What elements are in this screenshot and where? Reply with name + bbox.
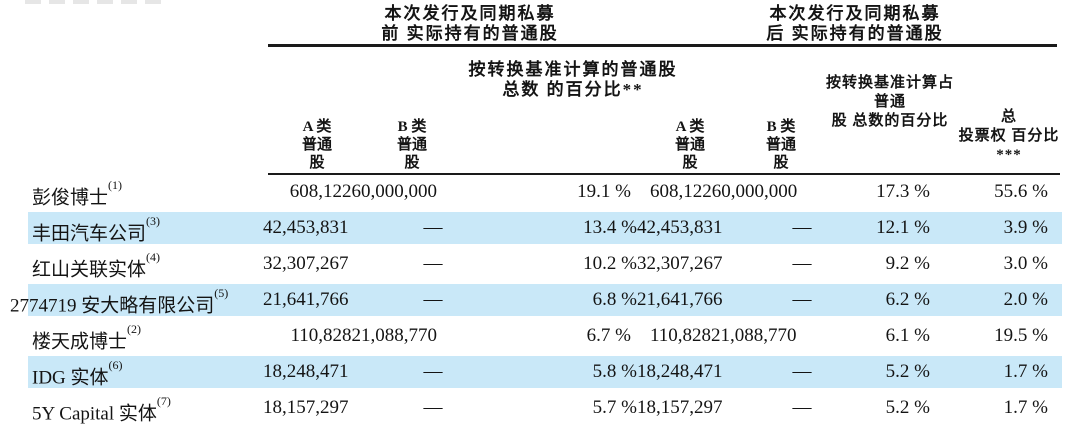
subheader-post-percentage: 按转换基准计算占 普通 股 总数的百分比 (825, 75, 954, 129)
shareholder-name: 红山关联实体(4) (32, 248, 160, 286)
percent-post: 6.1 % (885, 325, 930, 346)
voting-percent: 55.6 % (994, 181, 1048, 202)
shareholder-rows: 彭俊博士(1) 608,12260,000,000 19.1 % 608,122… (0, 176, 1080, 428)
voting-percent: 19.5 % (994, 325, 1048, 346)
footnote-ref: (6) (108, 358, 123, 372)
percent-pre: 13.4 % (583, 217, 637, 238)
shareholder-name-text: IDG 实体 (32, 367, 109, 389)
shareholder-name-text: 彭俊博士 (32, 187, 109, 209)
voting-percent: 1.7 % (1003, 361, 1048, 382)
shares-class-b-post: — (792, 361, 812, 382)
shares-class-a-post: 42,453,831 (637, 217, 723, 238)
shareholder-name-text: 2774719 安大略有限公司 (10, 295, 215, 317)
percent-pre: 5.7 % (592, 397, 637, 418)
column-header-class-b-pre: B 类 普通 股 (396, 119, 427, 171)
shares-class-b-post: — (792, 217, 812, 238)
table-row: 丰田汽车公司(3) 42,453,831 — 13.4 % 42,453,831… (0, 212, 1080, 244)
subheader-voting-power: 总 投票权 百分比 *** (958, 109, 1060, 163)
table-row: 红山关联实体(4) 32,307,267 — 10.2 % 32,307,267… (0, 248, 1080, 280)
shares-class-b-pre: — (423, 289, 443, 310)
shareholder-name: 2774719 安大略有限公司(5) (10, 284, 228, 322)
shareholder-name-text: 楼天成博士 (32, 331, 128, 353)
percent-post: 17.3 % (876, 181, 930, 202)
footnote-ref: (3) (146, 214, 161, 228)
shares-class-a-post: 32,307,267 (637, 253, 723, 274)
shares-class-a-pre: 608,12260,000,000 (289, 181, 437, 202)
shares-class-a-post: 21,641,766 (637, 289, 723, 310)
column-header-class-a-post: A 类 普通 股 (674, 119, 705, 171)
voting-percent: 1.7 % (1003, 397, 1048, 418)
percent-post: 9.2 % (885, 253, 930, 274)
shareholder-name: 丰田汽车公司(3) (32, 212, 160, 250)
percent-post: 6.2 % (885, 289, 930, 310)
shares-class-a-post: 18,157,297 (637, 397, 723, 418)
table-row: 彭俊博士(1) 608,12260,000,000 19.1 % 608,122… (0, 176, 1080, 208)
percent-pre: 6.8 % (592, 289, 637, 310)
shareholder-name: 彭俊博士(1) (32, 176, 122, 214)
group-header-pre-offering: 本次发行及同期私募 前 实际持有的普通股 (381, 4, 559, 43)
shares-class-b-pre: — (423, 397, 443, 418)
group-header-post-offering: 本次发行及同期私募 后 实际持有的普通股 (766, 4, 944, 43)
percent-post: 12.1 % (876, 217, 930, 238)
shareholder-name-text: 丰田汽车公司 (32, 223, 147, 245)
shares-class-a-pre: 21,641,766 (263, 289, 349, 310)
shares-class-a-post: 608,12260,000,000 (650, 181, 798, 202)
table-row: 5Y Capital 实体(7) 18,157,297 — 5.7 % 18,1… (0, 392, 1080, 424)
percent-pre: 6.7 % (586, 325, 631, 346)
shares-class-b-pre: — (423, 361, 443, 382)
shareholder-name-text: 5Y Capital 实体 (32, 403, 157, 425)
subheader-pre-percentage: 按转换基准计算的普通股 总数 的百分比** (468, 60, 678, 99)
percent-post: 5.2 % (885, 397, 930, 418)
footnote-ref: (1) (108, 178, 123, 192)
table-row: 楼天成博士(2) 110,82821,088,770 6.7 % 110,828… (0, 320, 1080, 352)
shares-class-a-post: 110,82821,088,770 (650, 325, 797, 346)
column-header-class-a-pre: A 类 普通 股 (301, 119, 332, 171)
cropped-text-remnant (25, 0, 165, 4)
footnote-ref: (7) (156, 394, 171, 408)
shareholder-name: 楼天成博士(2) (32, 320, 141, 358)
shares-class-b-post: — (792, 289, 812, 310)
table-row: IDG 实体(6) 18,248,471 — 5.8 % 18,248,471 … (0, 356, 1080, 388)
shares-class-b-pre: — (423, 217, 443, 238)
percent-pre: 10.2 % (583, 253, 637, 274)
footnote-ref: (5) (214, 286, 229, 300)
shareholder-name-text: 红山关联实体 (32, 259, 147, 281)
column-header-class-b-post: B 类 普通 股 (765, 119, 796, 171)
header-rule-bottom (268, 173, 1060, 175)
shares-class-a-pre: 32,307,267 (263, 253, 349, 274)
percent-pre: 5.8 % (592, 361, 637, 382)
shares-class-b-pre: — (423, 253, 443, 274)
shares-class-a-pre: 42,453,831 (263, 217, 349, 238)
table-row: 2774719 安大略有限公司(5) 21,641,766 — 6.8 % 21… (0, 284, 1080, 316)
shares-class-a-pre: 18,157,297 (263, 397, 349, 418)
shares-class-a-pre: 110,82821,088,770 (290, 325, 437, 346)
percent-pre: 19.1 % (577, 181, 631, 202)
footnote-ref: (2) (127, 322, 142, 336)
shares-class-a-pre: 18,248,471 (263, 361, 349, 382)
voting-percent: 3.9 % (1003, 217, 1048, 238)
footnote-ref: (4) (146, 250, 161, 264)
shareholder-name: 5Y Capital 实体(7) (32, 392, 171, 430)
voting-percent: 2.0 % (1003, 289, 1048, 310)
header-rule-top (268, 44, 1057, 47)
shares-class-b-post: — (792, 253, 812, 274)
shares-class-a-post: 18,248,471 (637, 361, 723, 382)
voting-percent: 3.0 % (1003, 253, 1048, 274)
shares-class-b-post: — (792, 397, 812, 418)
percent-post: 5.2 % (885, 361, 930, 382)
shareholder-name: IDG 实体(6) (32, 356, 123, 394)
